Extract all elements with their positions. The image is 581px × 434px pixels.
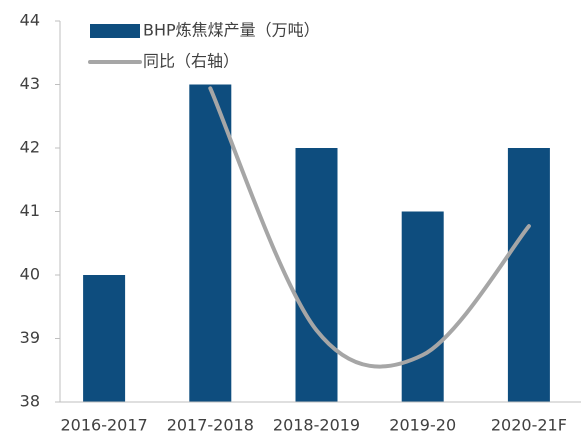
bar xyxy=(295,148,338,402)
bar xyxy=(507,148,550,402)
x-tick-label: 2018-2019 xyxy=(273,416,360,434)
bar xyxy=(83,275,126,402)
legend-label: BHP炼焦煤产量（万吨） xyxy=(143,21,320,40)
x-tick-label: 2020-21F xyxy=(491,416,567,434)
y-tick-label: 40 xyxy=(20,265,40,284)
y-tick-label: 41 xyxy=(20,201,40,220)
y-tick-label: 43 xyxy=(20,74,40,93)
line xyxy=(208,86,531,369)
y-tick-label: 39 xyxy=(20,328,40,347)
x-tick-label: 2017-2018 xyxy=(167,416,254,434)
bar xyxy=(189,84,232,402)
y-tick-label: 38 xyxy=(20,392,40,411)
y-tick-label: 42 xyxy=(20,138,40,157)
legend-swatch xyxy=(90,24,140,38)
bar xyxy=(401,211,444,402)
x-tick-label: 2016-2017 xyxy=(60,416,147,434)
y-tick-label: 44 xyxy=(20,11,40,30)
x-tick-label: 2019-20 xyxy=(389,416,456,434)
legend-label: 同比（右轴） xyxy=(143,52,239,71)
